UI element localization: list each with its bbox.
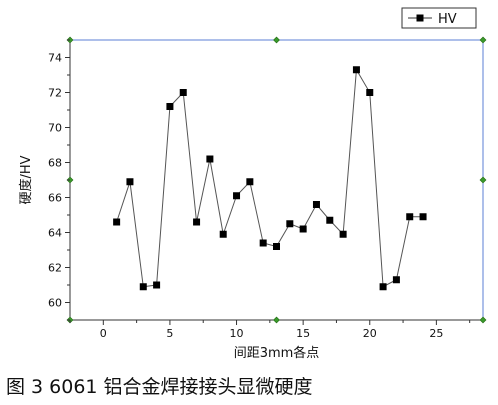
data-point (259, 239, 267, 247)
x-tick-label: 10 (230, 327, 244, 340)
series-line (116, 68, 424, 288)
y-tick-label: 68 (48, 157, 62, 170)
data-point (139, 283, 147, 291)
hardness-chart: 0 5 10 15 20 25 60 62 64 66 68 70 72 74 间距3mm各点 硬度/HV H… (18, 7, 487, 361)
data-point (219, 230, 227, 238)
selection-handle (479, 36, 487, 44)
data-point (113, 218, 121, 226)
data-point (352, 66, 360, 74)
x-tick-label: 15 (296, 327, 310, 340)
selection-handle (479, 316, 487, 324)
legend-box (401, 7, 477, 29)
data-point (326, 216, 334, 224)
selection-handle (273, 36, 280, 44)
data-point (299, 225, 307, 233)
y-tick-label: 64 (48, 227, 62, 240)
data-point (339, 230, 347, 238)
x-tick-label: 20 (363, 327, 377, 340)
y-tick-label: 70 (48, 122, 62, 135)
legend: HV (401, 7, 477, 29)
data-point (166, 103, 174, 110)
selection-handle (273, 316, 280, 324)
data-point (419, 213, 427, 221)
selection-handle (479, 176, 487, 184)
data-point (193, 218, 201, 226)
y-tick-label: 74 (48, 52, 62, 65)
y-tick-label: 72 (48, 87, 62, 100)
data-point (406, 213, 414, 221)
data-point (379, 283, 387, 291)
y-tick-label: 62 (48, 262, 62, 275)
series-hv (113, 66, 427, 291)
x-tick-label: 5 (166, 327, 173, 340)
y-tick-label: 60 (48, 297, 62, 310)
data-point (273, 243, 280, 250)
data-point (286, 220, 294, 228)
data-point (206, 155, 214, 163)
x-axis-label: 间距3mm各点 (234, 345, 320, 361)
data-point (366, 89, 374, 96)
data-point (233, 192, 241, 200)
data-point (392, 276, 400, 284)
x-tick-label: 25 (429, 327, 443, 340)
legend-marker (416, 14, 424, 22)
y-tick-label: 66 (48, 192, 62, 205)
figure-caption: 图 3 6061 铝合金焊接接头显微硬度 (6, 376, 313, 398)
data-point (179, 89, 187, 96)
x-tick-label: 0 (100, 327, 107, 340)
axes: 0 5 10 15 20 25 60 62 64 66 68 70 72 74 间距3mm各点 硬度/HV (18, 36, 487, 361)
y-axis-label: 硬度/HV (18, 155, 34, 204)
data-point (246, 178, 254, 186)
data-point (126, 178, 134, 186)
data-point (153, 281, 161, 289)
legend-entry-hv: HV (438, 12, 457, 27)
data-point (312, 201, 320, 208)
